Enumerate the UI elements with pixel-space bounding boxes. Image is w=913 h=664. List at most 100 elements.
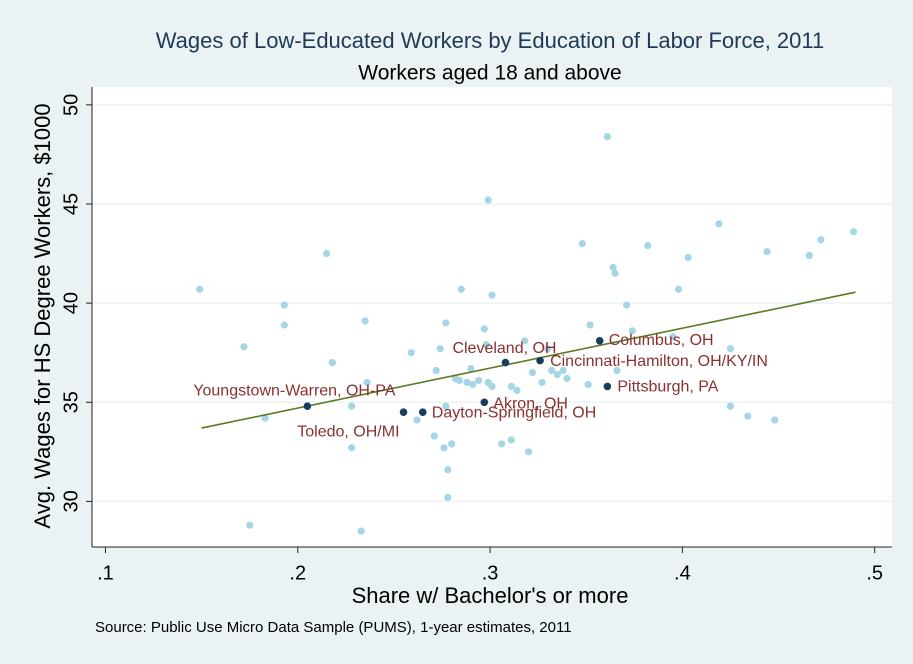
- y-tick-label: 50: [60, 94, 82, 116]
- scatter-point: [805, 251, 813, 260]
- scatter-point: [361, 317, 369, 325]
- scatter-point: [455, 376, 463, 385]
- y-axis-label: Avg. Wages for HS Degree Workers, $1000: [30, 103, 55, 528]
- scatter-point: [442, 319, 450, 327]
- scatter-point: [444, 493, 452, 502]
- scatter-point: [498, 440, 506, 448]
- scatter-point: [467, 364, 475, 373]
- scatter-point: [538, 378, 546, 387]
- scatter-point: [444, 466, 452, 474]
- scatter-point: [609, 263, 617, 272]
- scatter-point: [628, 327, 636, 335]
- scatter-point: [323, 249, 331, 258]
- point-label: Akron, OH: [493, 395, 568, 412]
- scatter-point: [482, 341, 490, 349]
- point-label: Toledo, OH/MI: [297, 423, 399, 440]
- scatter-point: [544, 345, 552, 353]
- highlighted-point: [501, 358, 510, 367]
- point-label: Columbus, OH: [609, 332, 714, 349]
- scatter-point: [521, 337, 529, 345]
- scatter-point: [413, 416, 421, 424]
- scatter-point: [644, 242, 652, 250]
- scatter-point: [488, 291, 496, 299]
- scatter-point: [328, 359, 336, 367]
- scatter-point: [432, 366, 440, 375]
- scatter-point: [817, 236, 825, 244]
- marks: Youngstown-Warren, OH-PA Toledo, OH/MI Day…: [193, 132, 858, 535]
- scatter-point: [584, 380, 592, 389]
- scatter-point: [261, 414, 269, 422]
- scatter-point: [726, 402, 735, 410]
- scatter-point: [726, 345, 735, 353]
- scatter-point: [603, 132, 611, 141]
- scatter-point: [440, 444, 448, 452]
- scatter-point: [488, 382, 496, 390]
- scatter-point: [715, 220, 723, 228]
- scatter-point: [357, 527, 365, 535]
- point-label: Pittsburgh, PA: [617, 379, 718, 396]
- scatter-point: [246, 521, 254, 529]
- plot-area: [92, 87, 892, 547]
- scatter-point: [763, 247, 771, 256]
- scatter-point: [363, 378, 371, 387]
- y-tick-label: 45: [60, 193, 82, 215]
- scatter-point: [463, 378, 471, 387]
- highlighted-point: [303, 402, 312, 411]
- scatter-point: [484, 196, 492, 204]
- y-tick-label: 35: [60, 391, 82, 413]
- highlighted-point: [418, 408, 427, 416]
- x-tick-label: .2: [289, 562, 306, 584]
- point-label: Cleveland, OH: [452, 340, 556, 357]
- x-tick-label: .3: [482, 562, 499, 584]
- highlighted-point: [595, 336, 604, 345]
- scatter-point: [586, 321, 594, 329]
- scatter-point: [348, 402, 356, 410]
- scatter-point: [684, 253, 692, 262]
- scatter-point: [548, 366, 556, 375]
- scatter-point: [623, 301, 631, 309]
- scatter-point: [669, 333, 677, 341]
- scatter-point: [559, 366, 567, 375]
- point-label: Dayton-Springfield, OH: [432, 404, 597, 421]
- scatter-point: [507, 436, 515, 444]
- scatter-point: [469, 380, 477, 389]
- scatter-point: [442, 402, 450, 410]
- scatter-point: [771, 416, 779, 424]
- scatter-point: [578, 240, 586, 248]
- scatter-point: [430, 432, 438, 440]
- scatter-point: [474, 376, 483, 385]
- highlighted-point: [399, 408, 408, 416]
- source-note: Source: Public Use Micro Data Sample (PU…: [95, 619, 572, 636]
- scatter-point: [528, 368, 536, 377]
- scatter-point: [280, 301, 288, 309]
- point-label: Youngstown-Warren, OH-PA: [193, 382, 395, 399]
- highlighted-point: [603, 382, 612, 391]
- scatter-point: [613, 366, 621, 375]
- x-tick-label: .1: [97, 562, 114, 584]
- scatter-point: [553, 370, 561, 379]
- chart-title: Wages of Low-Educated Workers by Educati…: [156, 28, 825, 53]
- scatter-point: [348, 444, 356, 452]
- highlighted-point: [480, 398, 489, 407]
- scatter-point: [436, 345, 444, 353]
- y-tick-label: 30: [60, 490, 82, 512]
- scatter-point: [513, 386, 521, 394]
- y-tick-label: 40: [60, 292, 82, 314]
- scatter-point: [744, 412, 752, 420]
- scatter-point: [196, 285, 204, 293]
- x-tick-label: .4: [674, 562, 691, 584]
- scatter-point: [507, 382, 515, 390]
- scatter-point: [240, 343, 248, 351]
- chart-subtitle: Workers aged 18 and above: [358, 62, 621, 85]
- scatter-point: [524, 448, 533, 456]
- highlighted-point: [536, 356, 544, 365]
- scatter-point: [280, 321, 288, 329]
- x-tick-label: .5: [866, 562, 883, 584]
- scatter-point: [849, 228, 858, 236]
- scatter-point: [480, 325, 488, 333]
- scatter-point: [457, 285, 465, 293]
- scatter-point: [563, 374, 571, 383]
- scatter-point: [611, 269, 619, 277]
